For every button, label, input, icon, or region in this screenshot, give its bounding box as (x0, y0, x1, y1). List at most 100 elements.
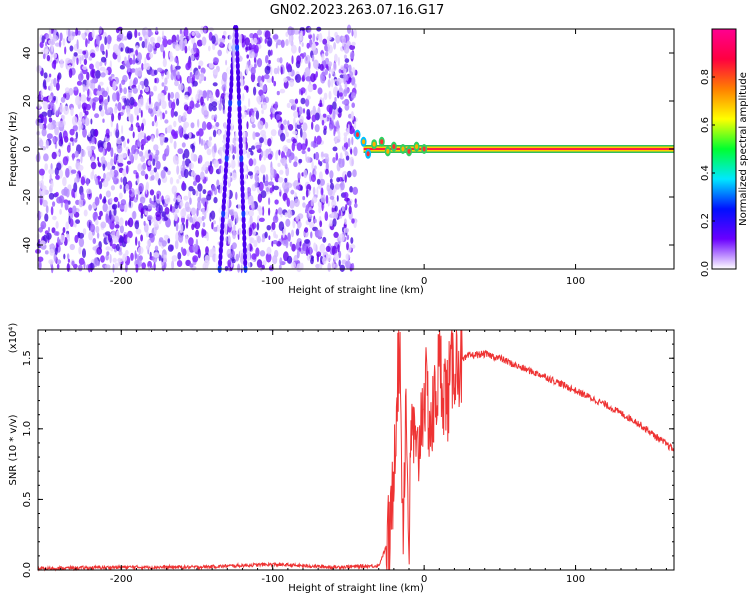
noise-blob (176, 260, 183, 267)
noise-blob (174, 80, 179, 87)
noise-blob (191, 134, 196, 139)
noise-blob (107, 161, 111, 171)
signal-onset-core (386, 148, 390, 154)
noise-blob (67, 258, 70, 263)
noise-blob (270, 105, 274, 115)
noise-blob (297, 172, 301, 181)
noise-blob (343, 135, 348, 144)
noise-blob (219, 41, 224, 47)
noise-blob (78, 164, 84, 171)
noise-blob (246, 151, 251, 159)
noise-blob (349, 44, 356, 51)
noise-blob (230, 159, 236, 169)
noise-blob (87, 88, 90, 97)
noise-blob (213, 57, 219, 64)
noise-blob (108, 204, 113, 213)
noise-blob (150, 174, 155, 181)
noise-blob (213, 159, 219, 168)
noise-blob (105, 190, 111, 198)
noise-blob (129, 96, 135, 106)
noise-blob (112, 263, 115, 273)
noise-blob (72, 124, 78, 132)
streak-blob (241, 221, 246, 230)
signal-onset-core (401, 146, 405, 152)
noise-blob (134, 188, 140, 197)
noise-blob (191, 170, 196, 177)
noise-blob (335, 34, 341, 44)
noise-blob (348, 200, 352, 207)
noise-blob (112, 80, 117, 91)
noise-blob (99, 146, 103, 153)
spectrogram-y-axis-label: Frequency (Hz) (8, 111, 19, 187)
noise-blob (318, 32, 323, 43)
noise-blob (232, 154, 235, 160)
noise-blob (319, 171, 323, 181)
noise-blob (192, 42, 197, 53)
noise-blob (294, 98, 299, 104)
spectrogram-noise (35, 24, 359, 274)
noise-blob (300, 185, 303, 191)
noise-blob (39, 123, 44, 130)
noise-blob (352, 169, 357, 178)
colorbar-tick-label: 0.0 (700, 261, 711, 277)
noise-blob (261, 101, 268, 111)
noise-blob (321, 119, 325, 126)
noise-blob (118, 42, 125, 52)
streak-blob (222, 197, 226, 206)
streak-blob (228, 92, 233, 101)
noise-blob (161, 240, 167, 247)
noise-blob (95, 219, 99, 226)
noise-blob (196, 207, 199, 217)
noise-blob (334, 205, 338, 212)
streak-blob (239, 166, 244, 175)
noise-blob (182, 115, 186, 123)
noise-blob (313, 218, 317, 223)
noise-blob (136, 67, 143, 77)
noise-blob (268, 148, 272, 153)
noise-blob (115, 48, 121, 56)
noise-blob (142, 162, 147, 170)
noise-blob (336, 177, 340, 183)
snr-series-line (37, 329, 675, 572)
noise-blob (98, 94, 104, 103)
noise-blob (188, 189, 192, 200)
noise-blob (339, 84, 342, 92)
noise-blob (147, 160, 152, 166)
noise-blob (212, 220, 216, 225)
noise-blob (229, 208, 235, 216)
noise-blob (329, 195, 335, 200)
noise-blob (279, 257, 283, 266)
noise-blob (207, 140, 212, 148)
streak-blob (236, 68, 240, 77)
noise-blob (122, 105, 126, 110)
noise-blob (310, 199, 315, 207)
noise-blob (162, 30, 164, 39)
noise-blob (301, 149, 306, 155)
noise-blob (140, 156, 145, 163)
noise-blob (52, 34, 59, 42)
noise-blob (265, 186, 270, 193)
noise-blob (253, 240, 258, 248)
noise-blob (96, 232, 100, 239)
noise-blob (332, 101, 337, 110)
noise-blob (161, 82, 165, 87)
signal-onset-core (422, 146, 426, 152)
streak-blob (237, 111, 242, 120)
noise-blob (264, 180, 269, 187)
noise-blob (43, 115, 47, 125)
noise-blob (277, 162, 281, 167)
noise-blob (155, 149, 160, 156)
noise-blob (117, 201, 120, 209)
noise-blob (211, 184, 216, 192)
noise-blob (148, 154, 153, 162)
noise-blob (54, 247, 58, 255)
signal-onset-core (380, 139, 384, 145)
noise-blob (90, 79, 95, 84)
noise-blob (94, 113, 100, 119)
noise-blob (346, 127, 350, 135)
snr-x-axis-label: Height of straight line (km) (288, 583, 424, 594)
spectrogram-signal (354, 129, 674, 159)
noise-blob (273, 230, 277, 239)
noise-blob (76, 57, 79, 65)
noise-blob (49, 173, 52, 181)
